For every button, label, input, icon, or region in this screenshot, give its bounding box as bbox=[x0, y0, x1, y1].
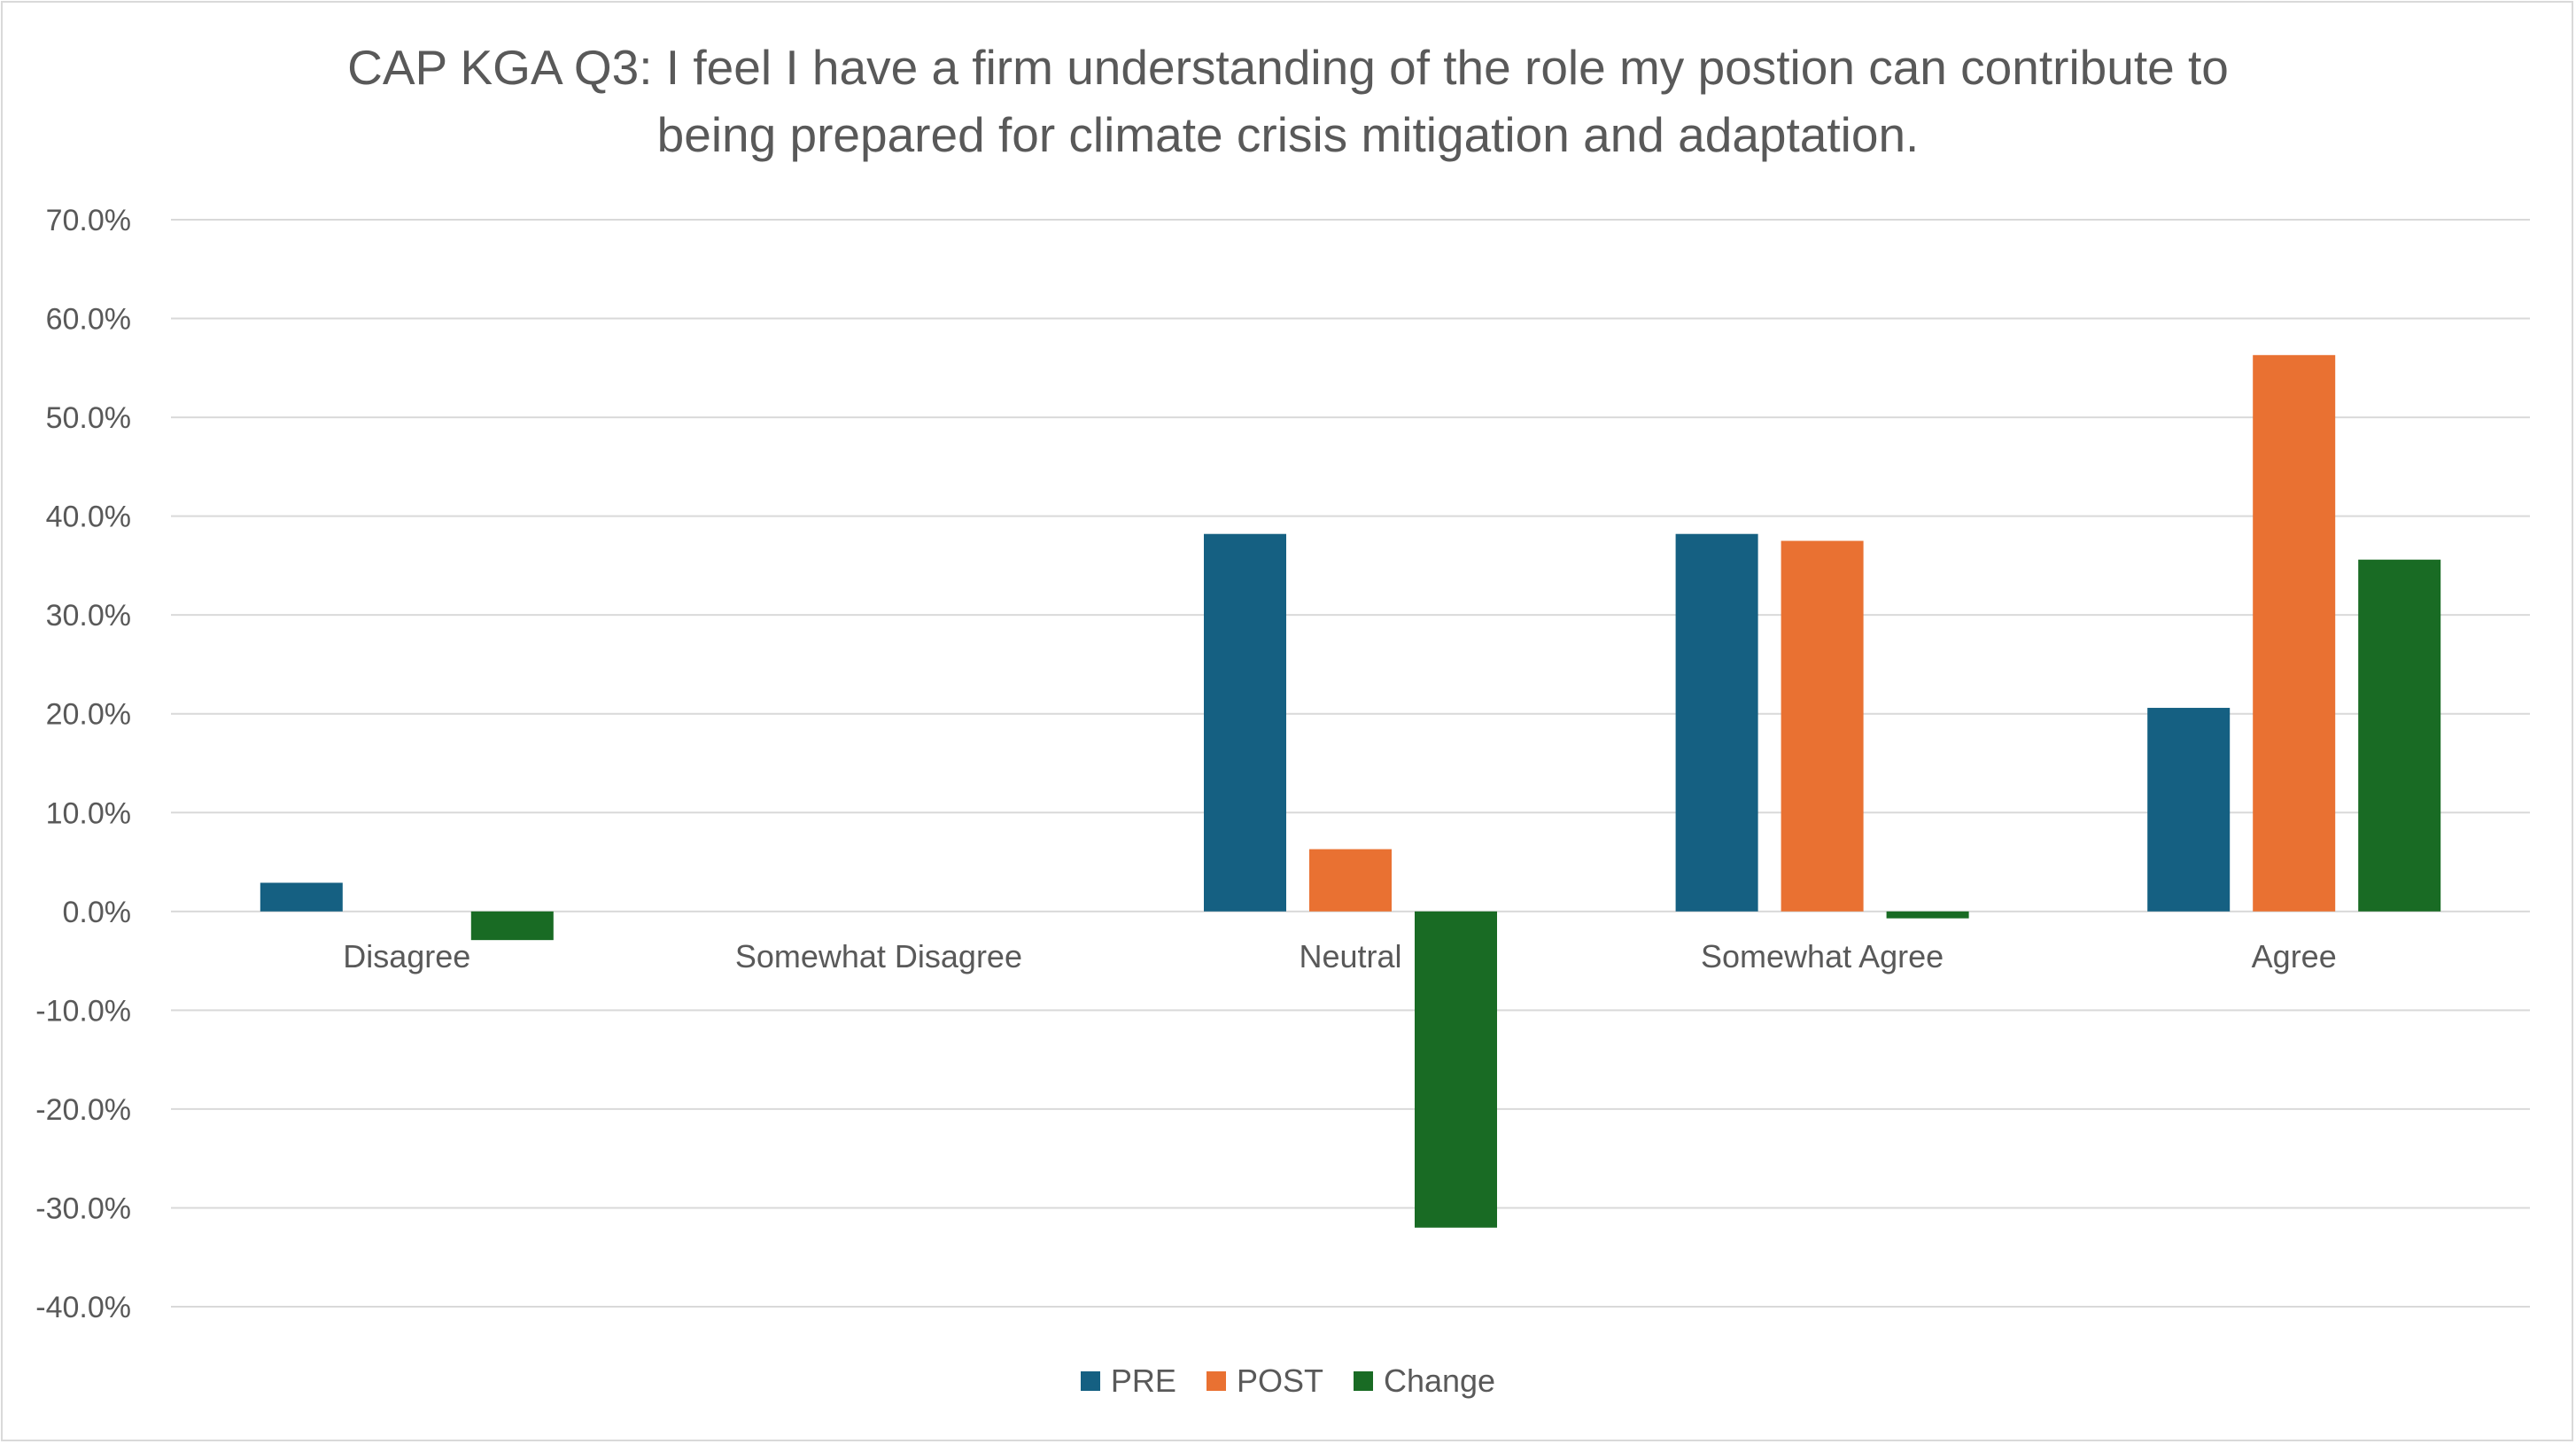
bar-change-somewhat-agree bbox=[1886, 911, 1969, 919]
bar-pre-agree bbox=[2147, 708, 2231, 912]
bar-pre-neutral bbox=[1204, 533, 1286, 912]
chart-title-line-1: CAP KGA Q3: I feel I have a firm underst… bbox=[347, 40, 2229, 95]
y-tick-label: 50.0% bbox=[46, 401, 131, 435]
x-category-label: Somewhat Agree bbox=[1701, 938, 1944, 974]
y-tick-label: 40.0% bbox=[46, 501, 131, 534]
y-tick-label: 30.0% bbox=[46, 599, 131, 633]
y-tick-label: -30.0% bbox=[35, 1192, 131, 1225]
chart-legend: PRE POST Change bbox=[0, 1362, 2576, 1400]
bar-change-neutral bbox=[1415, 911, 1497, 1228]
bar-pre-somewhat-agree bbox=[1675, 533, 1758, 912]
x-category-label: Agree bbox=[2252, 938, 2337, 974]
legend-swatch-pre bbox=[1080, 1371, 1100, 1391]
y-tick-label: -40.0% bbox=[35, 1291, 131, 1324]
chart-title: CAP KGA Q3: I feel I have a firm underst… bbox=[221, 34, 2355, 168]
y-tick-label: -10.0% bbox=[35, 994, 131, 1028]
y-tick-label: 60.0% bbox=[46, 303, 131, 337]
legend-label-change: Change bbox=[1383, 1362, 1496, 1399]
chart-title-line-2: being prepared for climate crisis mitiga… bbox=[656, 107, 1920, 162]
y-tick-label: -20.0% bbox=[35, 1093, 131, 1127]
x-category-label: Neutral bbox=[1299, 938, 1401, 974]
bar-change-agree bbox=[2358, 559, 2441, 912]
y-tick-label: 20.0% bbox=[46, 698, 131, 732]
legend-item-change: Change bbox=[1353, 1362, 1496, 1400]
y-tick-label: 70.0% bbox=[46, 204, 131, 237]
legend-swatch-post bbox=[1206, 1371, 1226, 1391]
x-category-label: Somewhat Disagree bbox=[735, 938, 1022, 974]
x-category-label: Disagree bbox=[343, 938, 470, 974]
y-tick-label: 0.0% bbox=[63, 896, 132, 929]
bar-post-agree bbox=[2253, 354, 2336, 912]
legend-item-post: POST bbox=[1206, 1362, 1323, 1400]
bar-change-disagree bbox=[470, 911, 554, 941]
bar-post-somewhat-agree bbox=[1781, 540, 1864, 912]
legend-label-pre: PRE bbox=[1110, 1362, 1176, 1399]
legend-swatch-change bbox=[1353, 1371, 1373, 1391]
legend-label-post: POST bbox=[1236, 1362, 1323, 1399]
y-tick-label: 10.0% bbox=[46, 796, 131, 830]
bar-pre-disagree bbox=[260, 882, 343, 912]
bar-post-neutral bbox=[1309, 849, 1392, 912]
legend-item-pre: PRE bbox=[1080, 1362, 1176, 1400]
